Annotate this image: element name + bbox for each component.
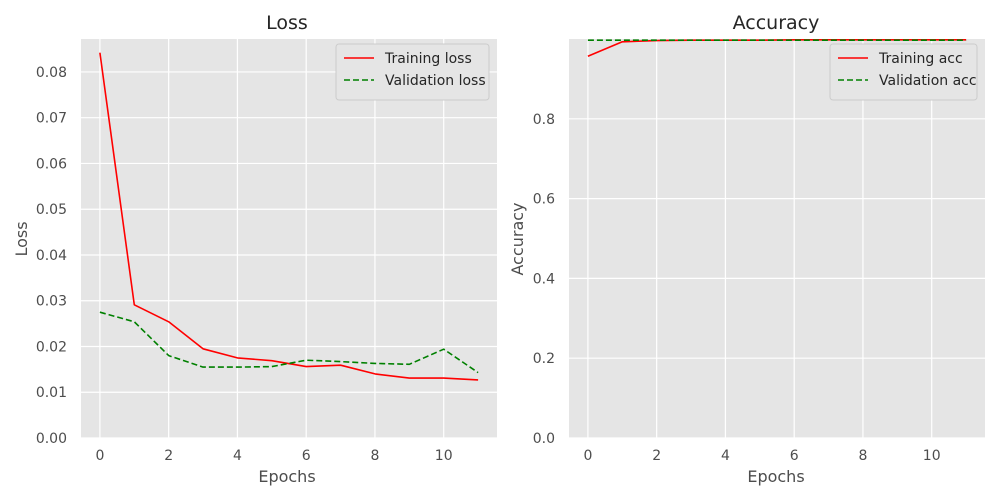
loss-chart: Loss Epochs Loss 0 2 4 6 8 10 0.00 0.01 0.02 0.03… [12,12,497,486]
loss-y-tick-label: 0.02 [36,339,67,355]
accuracy-x-tick-label: 6 [790,448,799,464]
loss-y-tick-label: 0.06 [36,156,67,172]
loss-x-tick-label: 10 [435,448,453,464]
loss-y-axis-label: Loss [12,221,31,256]
accuracy-y-axis-label: Accuracy [508,202,527,275]
loss-y-tick-label: 0.04 [36,248,67,264]
accuracy-chart-title: Accuracy [733,12,820,34]
accuracy-x-tick-label: 2 [652,448,661,464]
accuracy-legend-label-2: Validation acc [879,73,977,89]
loss-legend-label-1: Training loss [384,51,472,67]
accuracy-x-tick-label: 8 [858,448,867,464]
loss-y-tick-label: 0.08 [36,65,67,81]
accuracy-y-tick-label: 0.0 [533,431,555,447]
loss-legend-box [335,43,490,101]
loss-y-tick-label: 0.00 [36,431,67,447]
accuracy-y-tick-label: 0.4 [533,271,555,287]
accuracy-plot-area [569,39,985,438]
accuracy-y-tick-label: 0.2 [533,351,555,367]
loss-x-tick-label: 6 [302,448,311,464]
loss-plot-area [81,39,497,438]
loss-x-tick-label: 4 [233,448,242,464]
loss-y-tick-label: 0.05 [36,202,67,218]
loss-y-tick-label: 0.01 [36,385,67,401]
loss-y-tick-label: 0.07 [36,111,67,127]
accuracy-legend-label-1: Training acc [878,51,963,67]
accuracy-y-tick-label: 0.8 [533,112,555,128]
accuracy-x-axis-label: Epochs [747,467,804,486]
loss-x-tick-label: 8 [370,448,379,464]
loss-x-tick-label: 2 [164,448,173,464]
loss-y-tick-label: 0.03 [36,294,67,310]
accuracy-x-tick-label: 4 [721,448,730,464]
loss-series-line-1 [99,52,479,381]
loss-x-axis-label: Epochs [258,467,315,486]
accuracy-y-tick-label: 0.6 [533,192,555,208]
accuracy-chart: Accuracy Epochs Accuracy 0 2 4 6 8 10 0.0 0.2 0.… [508,12,985,486]
loss-legend-label-2: Validation loss [385,73,486,89]
loss-x-tick-label: 0 [95,448,104,464]
loss-series-line-2 [99,311,479,374]
loss-chart-title: Loss [266,12,308,34]
accuracy-x-tick-label: 10 [923,448,941,464]
accuracy-x-tick-label: 0 [583,448,592,464]
